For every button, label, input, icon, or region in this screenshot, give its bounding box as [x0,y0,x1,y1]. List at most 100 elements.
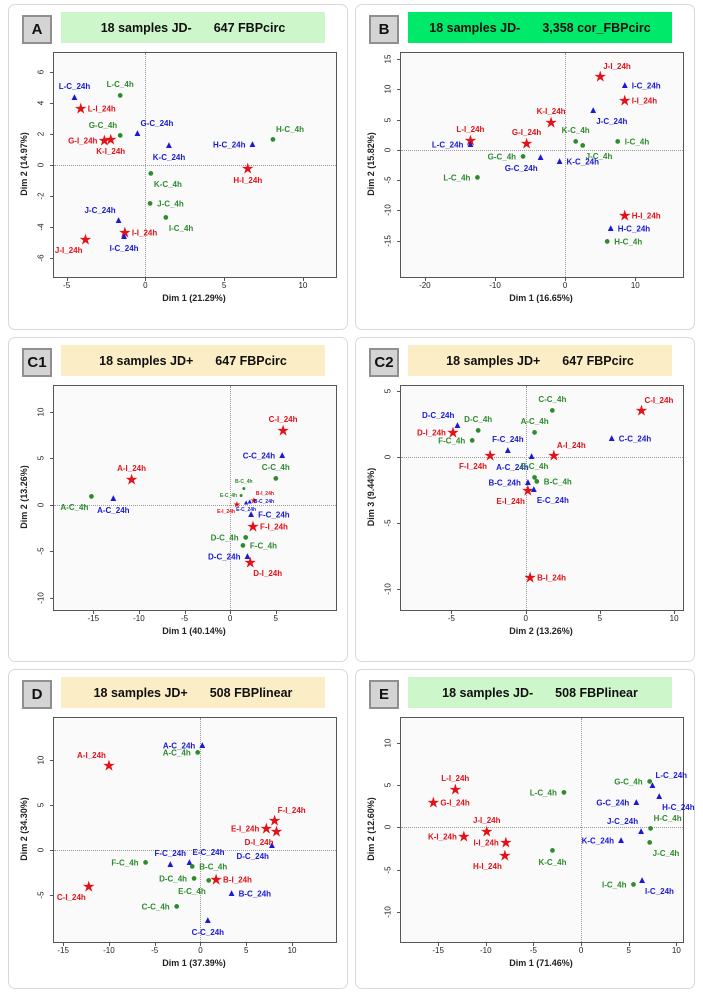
point-label: K-C_24h [152,153,186,163]
y-axis-label: Dim 2 (14.97%) [19,132,29,196]
point-label: E-C_4h [520,462,549,472]
star-marker: ★ [519,135,534,153]
panel-title-samples: 18 samples JD- [100,20,192,35]
x-tick-label: -5 [180,614,189,623]
plot-area: -20 -10 0 10 -15 -10 -5 0 5 10 15 ★ J-I_24h ▲ I-C_24h ★… [384,52,684,290]
triangle-marker: ▲ [242,551,253,563]
triangle-marker: ▲ [246,498,254,506]
y-tick-mark [397,89,401,91]
panel-card: C2 18 samples JD+ 647 FBPcirc -5 0 5 10 -10 -… [355,337,695,662]
point-label: H-C_24h [213,140,246,150]
panel-label: E [369,680,399,709]
point-label: B-I_24h [223,875,252,885]
point-label: B-C_4h [543,477,572,487]
panel-title-feature: 647 FBPcirc [562,353,634,368]
y-tick-label: -2 [36,192,46,200]
circle-marker: ● [572,135,579,148]
x-tick-label: -10 [133,614,145,623]
triangle-marker: ▲ [647,780,658,792]
point-label: F-C_24h [154,849,187,859]
point-label: E-C_24h [192,848,225,858]
y-axis-label: Dim 2 (15.82%) [366,132,376,196]
y-tick-label: 0 [383,825,393,830]
x-tick-mark [438,942,440,946]
x-axis-label: Dim 1 (40.14%) [162,626,226,636]
star-marker: ★ [97,132,112,150]
x-tick-mark [230,610,232,614]
x-tick-mark [302,277,304,281]
y-tick-label: -10 [383,583,393,595]
point-label: H-I_24h [631,211,661,221]
point-label: F-C_4h [438,436,466,446]
point-label: B-C_4h [199,862,228,872]
point-label: E-C_4h [219,493,238,500]
point-label: C-C_24h [242,451,276,461]
star-marker: ★ [448,781,463,799]
y-tick-label: -5 [383,519,393,527]
y-tick-mark [50,227,54,229]
x-tick-mark [145,277,147,281]
circle-marker: ● [549,844,556,857]
point-label: A-I_24h [77,750,106,760]
triangle-marker: ▲ [535,152,546,164]
point-label: J-C_24h [84,206,116,215]
x-tick-label: 5 [221,281,227,290]
x-tick-mark [495,277,496,281]
triangle-marker: ▲ [619,80,630,92]
star-marker: ★ [74,100,88,118]
point-label: E-I_24h [230,824,260,834]
star-marker: ★ [480,823,494,841]
point-label: L-I_24h [456,124,485,134]
circle-marker: ● [647,822,654,835]
x-tick-label: 5 [273,614,278,623]
point-label: H-C_24h [662,803,695,813]
circle-marker: ● [162,211,170,224]
x-tick-mark [485,942,487,946]
x-tick-label: -5 [447,614,456,623]
x-axis-label: Dim 1 (16.65%) [509,293,573,303]
y-tick-mark [397,523,401,525]
y-tick-mark [50,759,54,761]
zero-y-gridline [401,827,683,829]
point-label: K-C_4h [538,858,567,868]
star-marker: ★ [82,878,96,896]
panel-label: C1 [22,348,52,377]
y-tick-label: 0 [36,162,46,168]
x-tick-label: 0 [198,946,203,955]
triangle-marker: ▲ [226,888,237,900]
circle-marker: ● [188,860,196,873]
panel-card: D 18 samples JD+ 508 FBPlinear -15 -10 -5 0… [8,669,348,989]
point-label: H-I_24h [472,862,502,872]
y-tick-label: -5 [383,176,393,184]
point-label: A-C_4h [162,748,191,758]
x-tick-label: -10 [489,281,501,290]
point-label: C-I_24h [56,892,86,902]
point-label: D-C_24h [208,552,241,562]
y-tick-label: 5 [383,783,393,788]
y-tick-label: 15 [383,54,393,64]
triangle-marker: ▲ [69,92,80,104]
star-marker: ★ [618,207,632,225]
point-label: K-I_24h [96,147,126,157]
star-marker: ★ [593,68,607,86]
star-marker: ★ [499,834,513,852]
y-tick-label: 5 [36,456,46,461]
y-tick-label: 4 [36,100,46,105]
x-tick-label: -15 [432,946,444,955]
circle-marker: ● [630,878,637,891]
panel-title-samples: 18 samples JD+ [446,353,541,368]
point-label: H-C_4h [275,125,304,135]
circle-marker: ● [173,900,181,913]
panel-title-samples: 18 samples JD- [429,20,521,35]
point-label: I-C_24h [645,887,674,897]
plot-area: -15 -10 -5 0 5 -10 -5 0 5 10 ★ C-I_24h ▲ C-C_24h ● C-C_… [37,385,337,623]
x-tick-mark [628,942,630,946]
point-label: D-I_24h [244,837,274,847]
point-label: F-C_24h [258,510,290,520]
x-tick-label: 5 [597,614,603,623]
point-label: G-C_24h [140,118,174,128]
circle-marker: ● [531,426,538,439]
triangle-marker: ▲ [242,499,250,507]
x-tick-mark [138,610,140,614]
y-tick-mark [50,133,54,135]
